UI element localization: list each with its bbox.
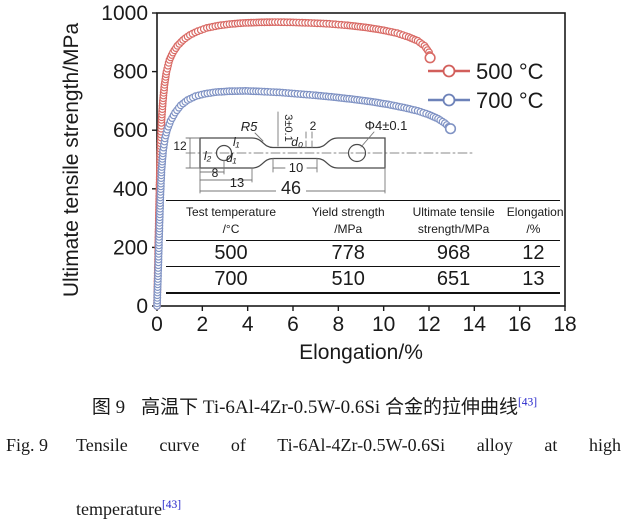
table-cell: 500 — [214, 242, 248, 264]
legend-entry-500c: 500 °C — [428, 59, 544, 84]
x-tick-label: 10 — [372, 313, 395, 336]
dim-13-label: 13 — [230, 175, 244, 190]
table-header-line: Ultimate tensile — [412, 205, 495, 219]
caption-zh-label: 图 9 — [91, 397, 126, 418]
table-cell: 510 — [331, 268, 365, 290]
x-axis-label: Elongation/% — [299, 341, 423, 364]
caption-en-line1-text: Tensile curve of Ti-6Al-4Zr-0.5W-0.6Si a… — [76, 435, 621, 455]
x-tick-label: 16 — [508, 313, 531, 336]
x-tick-label: 4 — [242, 313, 254, 336]
dim-d1-label: d₁ — [226, 151, 237, 165]
table-header-line: strength/MPa — [417, 222, 490, 236]
series-end-marker — [424, 52, 436, 64]
dim-8-label: 8 — [212, 166, 219, 180]
x-tick-label: 0 — [151, 313, 163, 336]
figure: 0 2 4 6 8 10 12 14 16 18 0 200 400 600 800 1000 Elongat… — [6, 2, 621, 519]
table-header-row: Test temperature/°C Yield strength/MPa Ult… — [166, 201, 564, 241]
table-cell: 778 — [331, 242, 365, 264]
table-header-line: Yield strength — [311, 205, 385, 219]
table-header-cell: Test temperature /°C — [166, 204, 296, 238]
table-header-line: /% — [526, 222, 541, 236]
legend-marker-500c-icon — [442, 64, 456, 78]
dim-l2-label: l₂ — [204, 149, 212, 163]
caption-en-line2-text: temperature — [76, 499, 162, 519]
y-tick-label: 0 — [136, 295, 148, 318]
data-series-layer — [153, 18, 457, 310]
dim-12-label: 12 — [173, 139, 187, 153]
dim-3-label: 3±0.1 — [282, 114, 294, 141]
table-header-cell: Yield strength/MPa — [296, 204, 400, 238]
legend-label-500c: 500 °C — [476, 59, 544, 84]
legend-marker-700c-icon — [442, 93, 456, 107]
table-header-line: Test temperature — [185, 205, 277, 219]
inset-results-table: Test temperature/°C Yield strength/MPa Ult… — [166, 200, 564, 294]
dim-phi4-label: Φ4±0.1 — [365, 118, 408, 133]
table-row: 700 510 651 13 — [166, 267, 560, 294]
caption-en-label: Fig. 9 — [6, 435, 49, 455]
table-cell: 968 — [436, 242, 471, 264]
dim-l1-label: l₁ — [233, 135, 240, 149]
caption-zh-text: 高温下 Ti-6Al-4Zr-0.5W-0.6Si 合金的拉伸曲线 — [141, 397, 518, 418]
dim-46-label: 46 — [281, 178, 301, 198]
legend-entry-700c: 700 °C — [428, 88, 544, 113]
dim-46-backing — [276, 180, 306, 194]
x-tick-label: 2 — [196, 313, 208, 336]
captions: 图 9 高温下 Ti-6Al-4Zr-0.5W-0.6Si 合金的拉伸曲线[43]… — [0, 382, 629, 524]
caption-en: Fig. 9 Tensile curve of Ti-6Al-4Zr-0.5W-… — [0, 430, 629, 524]
x-tick-label: 18 — [553, 313, 576, 336]
table-header-line: /MPa — [334, 222, 363, 236]
dim-r5-label: R5 — [241, 119, 258, 134]
table-cell: 13 — [522, 268, 545, 290]
caption-zh: 图 9 高温下 Ti-6Al-4Zr-0.5W-0.6Si 合金的拉伸曲线[43] — [0, 392, 629, 419]
legend: 500 °C 700 °C — [428, 59, 544, 113]
dim-d0-label: d₀ — [291, 135, 303, 149]
table-cell: 700 — [214, 268, 248, 290]
table-header-cell: Ultimate tensile strength/MPa — [400, 204, 506, 238]
x-tick-label: 12 — [417, 313, 440, 336]
table-cell: 651 — [436, 268, 471, 290]
specimen-diagram: 12 R5 l₁ d₁ l₂ 8 13 46 10 3±0.1 2 d₀ Φ4±… — [173, 111, 473, 198]
table-header-cell: Elongation /% — [506, 204, 564, 238]
dim-10-label: 10 — [289, 160, 303, 175]
legend-label-700c: 700 °C — [476, 88, 544, 113]
y-tick-label: 600 — [113, 119, 148, 142]
y-tick-label: 400 — [113, 178, 148, 201]
x-tick-label: 14 — [463, 313, 487, 336]
table-header-line: /°C — [222, 222, 240, 236]
specimen-right-hole — [347, 143, 367, 163]
caption-en-line2: temperature[43] — [76, 490, 621, 524]
series-end-marker — [444, 123, 457, 135]
y-tick-label: 800 — [113, 61, 148, 84]
table-row: 500 778 968 12 — [166, 241, 560, 267]
table-cell: 12 — [522, 242, 545, 264]
y-tick-label: 200 — [113, 236, 148, 259]
caption-en-ref: [43] — [161, 499, 182, 511]
table-header-line: Elongation — [506, 205, 564, 219]
dim-2-label: 2 — [310, 119, 317, 133]
x-tick-label: 6 — [287, 313, 299, 336]
y-axis-label: Ultimate tensile strength/MPa — [60, 23, 83, 298]
caption-en-body: Tensile curve of Ti-6Al-4Zr-0.5W-0.6Si a… — [76, 430, 621, 524]
x-tick-label: 8 — [332, 313, 344, 336]
series-700°C-curve — [153, 86, 457, 310]
caption-zh-ref: [43] — [517, 396, 538, 409]
y-tick-label: 1000 — [101, 2, 148, 25]
caption-en-line1: Tensile curve of Ti-6Al-4Zr-0.5W-0.6Si a… — [76, 430, 621, 490]
